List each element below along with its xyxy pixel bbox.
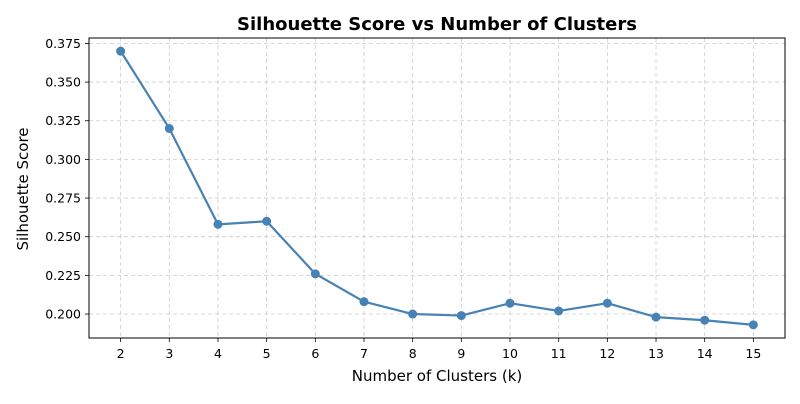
y-tick-label: 0.250 (45, 229, 81, 244)
x-tick-label: 10 (502, 346, 518, 361)
x-tick-label: 3 (165, 346, 173, 361)
x-tick-label: 5 (263, 346, 271, 361)
plot-frame (88, 37, 786, 339)
x-tick-label: 11 (551, 346, 567, 361)
series-line (119, 50, 754, 326)
data-point (262, 216, 272, 226)
y-tick-label: 0.350 (45, 75, 81, 90)
series (116, 46, 758, 330)
data-point (554, 306, 564, 316)
grid (89, 38, 785, 338)
y-tick-label: 0.300 (45, 152, 81, 167)
axes: 2 3 4 5 6 7 8 9 10 11 12 13 14 15 0.200 0.225 0.250 0.275… (45, 36, 786, 361)
x-tick-label: 13 (648, 346, 664, 361)
data-point (213, 219, 223, 229)
x-tick-label: 4 (214, 346, 222, 361)
x-tick-label: 9 (457, 346, 465, 361)
chart-title: Silhouette Score vs Number of Clusters (237, 14, 637, 35)
y-tick-label: 0.375 (45, 36, 81, 51)
x-axis-label: Number of Clusters (k) (352, 367, 522, 385)
data-point (164, 123, 174, 133)
x-tick-label: 2 (117, 346, 125, 361)
data-point (651, 312, 661, 322)
y-tick-label: 0.275 (45, 191, 81, 206)
x-tick-label: 8 (409, 346, 417, 361)
data-point (505, 298, 515, 308)
data-point (700, 315, 710, 325)
data-point (748, 320, 758, 330)
x-tick-label: 12 (599, 346, 615, 361)
data-point (359, 297, 369, 307)
y-tick-label: 0.200 (45, 307, 81, 322)
y-tick-label: 0.325 (45, 113, 81, 128)
y-axis-label: Silhouette Score (14, 127, 32, 250)
data-point (602, 298, 612, 308)
x-tick-label: 7 (360, 346, 368, 361)
data-point (456, 311, 466, 321)
x-tick-label: 6 (311, 346, 319, 361)
data-point (116, 46, 126, 56)
y-tick-label: 0.225 (45, 268, 81, 283)
x-tick-label: 14 (697, 346, 713, 361)
data-point (310, 269, 320, 279)
x-tick-label: 15 (745, 346, 761, 361)
data-point (408, 309, 418, 319)
